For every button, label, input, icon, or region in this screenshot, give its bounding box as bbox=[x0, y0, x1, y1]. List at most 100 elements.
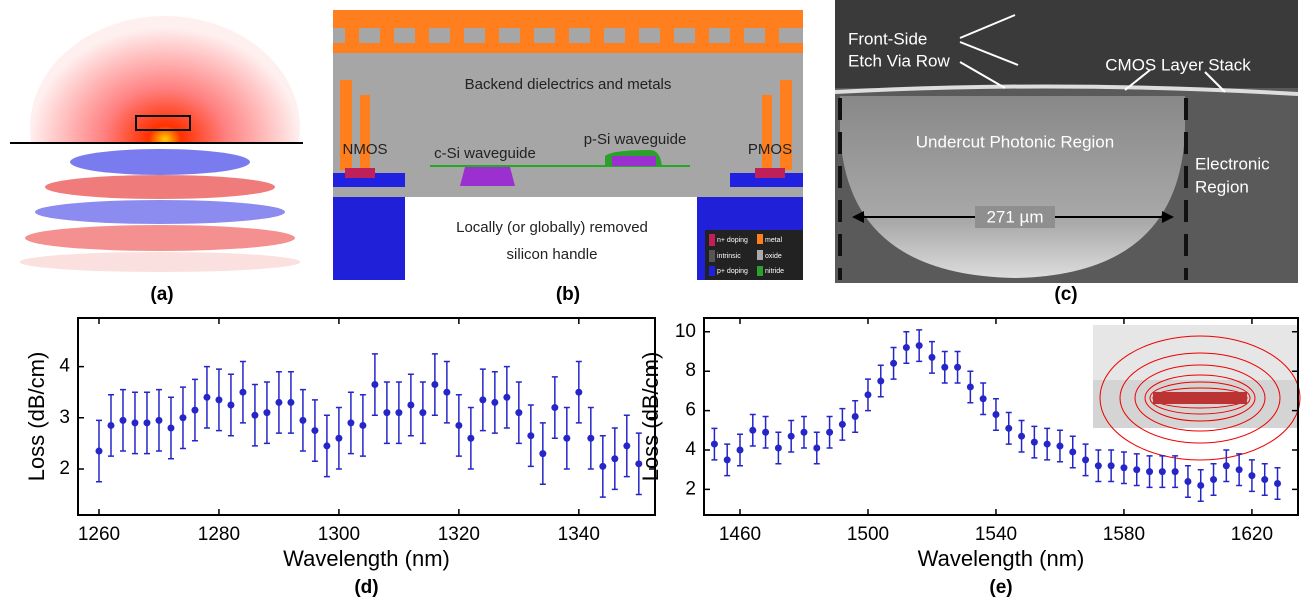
legend-entry: metal bbox=[765, 237, 783, 244]
inset-mode bbox=[1093, 325, 1301, 461]
data-point bbox=[239, 388, 247, 396]
data-point bbox=[928, 353, 936, 361]
data-point bbox=[1018, 432, 1026, 440]
data-point bbox=[95, 447, 103, 455]
data-point bbox=[383, 409, 391, 417]
data-point bbox=[1056, 442, 1064, 450]
y-tick-label: 2 bbox=[685, 478, 696, 499]
y-tick-label: 4 bbox=[59, 356, 70, 377]
data-point bbox=[1210, 476, 1218, 484]
x-axis-label: Wavelength (nm) bbox=[918, 546, 1085, 571]
annotation: Region bbox=[1195, 177, 1249, 196]
data-point bbox=[774, 444, 782, 452]
legend-entry: intrinsic bbox=[717, 253, 741, 260]
data-point bbox=[263, 409, 271, 417]
data-point bbox=[902, 344, 910, 352]
x-tick-label: 1620 bbox=[1231, 524, 1273, 545]
data-point bbox=[299, 416, 307, 424]
annotation: PMOS bbox=[748, 141, 792, 158]
data-point bbox=[131, 419, 139, 427]
data-point bbox=[119, 416, 127, 424]
x-tick-label: 1460 bbox=[719, 524, 761, 545]
annotation: Backend dielectrics and metals bbox=[465, 76, 672, 93]
data-point bbox=[323, 442, 331, 450]
data-point bbox=[371, 381, 379, 389]
data-point bbox=[1069, 448, 1077, 456]
data-point bbox=[179, 414, 187, 422]
panel-label: (e) bbox=[989, 577, 1012, 598]
annotation: Locally (or globally) removed bbox=[456, 219, 648, 236]
y-tick-label: 10 bbox=[675, 321, 696, 342]
data-point bbox=[1133, 466, 1141, 474]
panel-label: (a) bbox=[150, 284, 173, 305]
data-point bbox=[787, 432, 795, 440]
data-point bbox=[1261, 476, 1269, 484]
sem-image bbox=[834, 0, 1299, 283]
data-point bbox=[287, 398, 295, 406]
data-point bbox=[877, 377, 885, 385]
x-axis-label: Wavelength (nm) bbox=[283, 546, 450, 571]
data-point bbox=[813, 444, 821, 452]
data-point bbox=[251, 411, 259, 419]
data-point bbox=[275, 398, 283, 406]
data-point bbox=[191, 406, 199, 414]
panel-label: (c) bbox=[1054, 284, 1077, 305]
data-point bbox=[1082, 456, 1090, 464]
x-tick-label: 1340 bbox=[558, 524, 600, 545]
mode-image bbox=[10, 16, 303, 280]
data-point bbox=[1184, 478, 1192, 486]
data-point bbox=[575, 388, 583, 396]
data-point bbox=[563, 434, 571, 442]
data-point bbox=[443, 388, 451, 396]
y-tick-label: 2 bbox=[59, 458, 70, 479]
y-axis-label: Loss (dB/cm) bbox=[638, 352, 663, 482]
data-point bbox=[992, 411, 1000, 419]
y-tick-label: 4 bbox=[685, 439, 696, 460]
data-point bbox=[1222, 462, 1230, 470]
data-point bbox=[479, 396, 487, 404]
data-point bbox=[587, 434, 595, 442]
plot-frame bbox=[77, 317, 656, 516]
data-point bbox=[503, 393, 511, 401]
legend-entry: nitride bbox=[765, 268, 784, 275]
data-point bbox=[1094, 462, 1102, 470]
data-point bbox=[736, 446, 744, 454]
annotation: CMOS Layer Stack bbox=[1105, 55, 1251, 74]
legend-entry: p+ doping bbox=[717, 268, 748, 275]
data-point bbox=[915, 342, 923, 350]
data-point bbox=[635, 460, 643, 468]
annotation: NMOS bbox=[343, 141, 388, 158]
data-point bbox=[1030, 438, 1038, 446]
x-tick-label: 1540 bbox=[975, 524, 1017, 545]
data-point bbox=[1107, 462, 1115, 470]
panel-label: (d) bbox=[354, 577, 378, 598]
annotation: 271 µm bbox=[986, 207, 1043, 226]
data-point bbox=[599, 462, 607, 470]
data-point bbox=[491, 398, 499, 406]
data-point bbox=[710, 440, 718, 448]
annotation: Undercut Photonic Region bbox=[916, 132, 1114, 151]
annotation: p-Si waveguide bbox=[584, 131, 687, 148]
y-tick-label: 6 bbox=[685, 400, 696, 421]
data-point bbox=[826, 428, 834, 436]
y-tick-label: 8 bbox=[685, 360, 696, 381]
legend-entry: oxide bbox=[765, 253, 782, 260]
cross-section bbox=[333, 10, 803, 280]
annotation: Front-Side bbox=[848, 29, 927, 48]
data-point bbox=[311, 427, 319, 435]
data-point bbox=[611, 455, 619, 463]
data-point bbox=[227, 401, 235, 409]
data-point bbox=[1120, 464, 1128, 472]
data-point bbox=[1158, 468, 1166, 476]
panel-label: (b) bbox=[556, 284, 580, 305]
data-point bbox=[419, 409, 427, 417]
data-point bbox=[395, 409, 403, 417]
x-tick-label: 1500 bbox=[847, 524, 889, 545]
x-tick-label: 1260 bbox=[78, 524, 120, 545]
label-bg bbox=[975, 206, 1055, 228]
data-point bbox=[551, 404, 559, 412]
data-point bbox=[359, 421, 367, 429]
data-point bbox=[762, 428, 770, 436]
y-axis-label: Loss (dB/cm) bbox=[24, 352, 49, 482]
